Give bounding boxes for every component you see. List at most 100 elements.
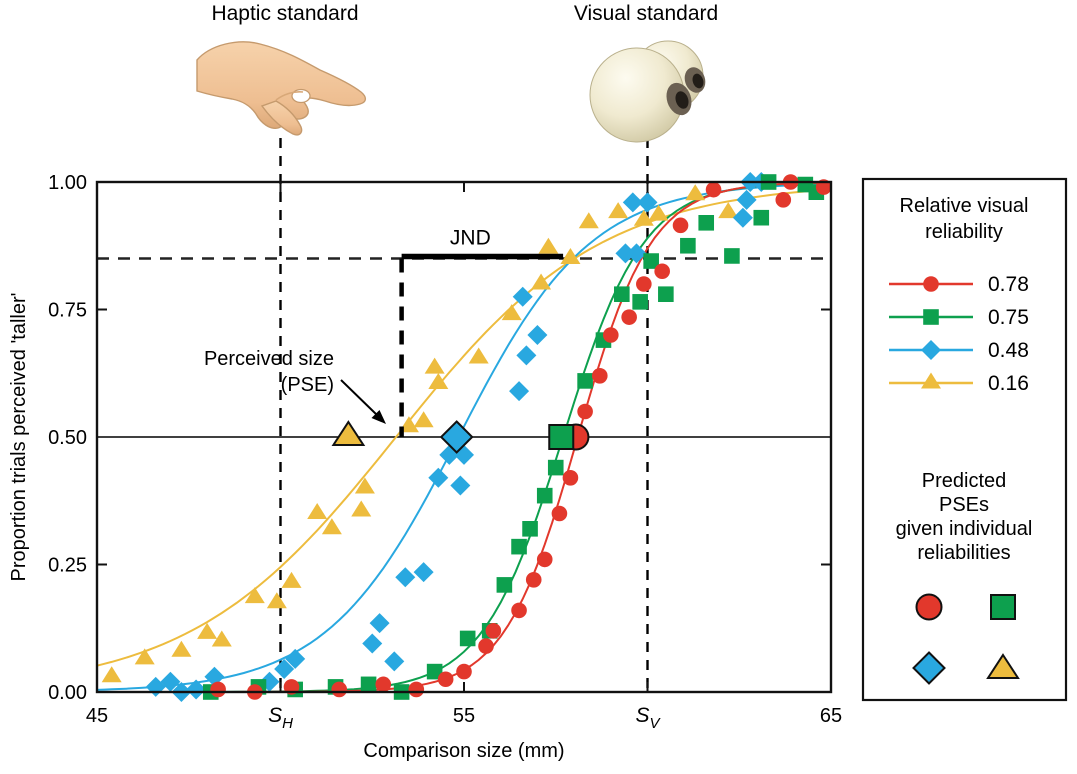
point-reliability-0.48 [626,243,647,264]
point-reliability-0.16 [307,503,328,519]
point-reliability-0.48 [369,613,390,634]
legend-series-list: 0.78 0.75 0.48 0.16 [889,273,1029,395]
point-reliability-0.78 [621,309,637,325]
point-reliability-0.48 [384,651,405,672]
point-reliability-0.75 [547,459,564,476]
legend-predicted-triangle [986,653,1020,679]
point-reliability-0.75 [426,663,443,680]
point-reliability-0.16 [354,477,375,494]
point-reliability-0.16 [398,416,419,433]
axis-tick-labels: 0.00 0.25 0.50 0.75 1.00 45 55 65 SH SV [48,172,842,732]
legend-predicted-title-line: reliabilities [917,542,1010,564]
point-reliability-0.16 [101,666,122,683]
point-reliability-0.75 [680,237,696,254]
point-reliability-0.75 [614,286,630,302]
pse-annotation-arrow-line [340,379,378,416]
point-reliability-0.78 [636,276,652,292]
predicted-pse-triangle [331,420,366,446]
point-reliability-0.48 [516,345,537,366]
point-reliability-0.78 [536,551,553,568]
legend-predicted-title-line: given individual [896,518,1033,540]
point-reliability-0.75 [459,630,476,647]
point-reliability-0.16 [211,630,232,647]
point-reliability-0.78 [478,638,494,654]
point-reliability-0.48 [637,192,658,213]
haptic-standard-tick-label: SH [268,704,293,732]
point-reliability-0.78 [705,181,722,198]
pse-annotation-arrowhead [371,410,386,424]
point-reliability-0.16 [501,304,522,321]
visual-standard-label: Visual standard [574,2,718,25]
point-reliability-0.16 [578,212,599,229]
point-reliability-0.48 [450,475,471,496]
point-reliability-0.78 [591,368,608,384]
x-tick-label: 55 [453,705,475,727]
jnd-label: JND [450,227,491,250]
predicted-pse-square [548,424,575,450]
point-reliability-0.75 [643,253,659,269]
jnd-group: JND [399,227,564,437]
point-reliability-0.78 [551,505,568,522]
point-reliability-0.78 [408,681,425,698]
y-tick-label: 0.75 [48,300,87,322]
visual-standard-tick-label: SV [635,704,661,732]
legend-reliability-title: Relative visual reliability [900,195,1029,243]
axis-ticks [97,182,831,692]
pse-annotation-line1: Perceived size [204,348,334,370]
legend-marker-square [923,309,939,325]
point-reliability-0.78 [210,681,226,698]
point-reliability-0.75 [658,286,674,302]
point-reliability-0.48 [732,207,753,228]
point-reliability-0.78 [525,572,542,588]
legend-marker-diamond [921,340,941,360]
point-reliability-0.48 [622,192,643,213]
point-reliability-0.75 [522,521,538,537]
x-tick-label: 45 [86,705,108,727]
legend-predicted-square [990,594,1016,620]
legend-value: 0.75 [988,306,1029,329]
point-reliability-0.48 [204,666,225,687]
point-reliability-0.16 [281,571,302,588]
point-reliability-0.16 [538,237,559,254]
point-reliability-0.78 [562,470,579,486]
point-reliability-0.78 [672,217,689,234]
point-reliability-0.75 [536,487,553,504]
point-reliability-0.75 [698,215,715,231]
legend-title-line: reliability [925,221,1003,243]
point-reliability-0.48 [160,671,181,692]
legend-value: 0.16 [988,372,1029,395]
point-reliability-0.78 [577,403,593,420]
legend-value: 0.48 [988,339,1029,362]
point-reliability-0.16 [351,500,372,517]
point-reliability-0.78 [603,327,619,343]
scatter [101,172,832,702]
point-reliability-0.75 [753,209,770,226]
y-tick-label: 0.00 [48,682,87,704]
point-reliability-0.78 [456,663,472,680]
curve-reliability-0.16 [96,188,832,667]
point-reliability-0.16 [197,622,218,639]
predicted-pse-diamond [439,420,474,454]
point-reliability-0.78 [511,602,527,619]
eyes-illustration [589,40,706,143]
point-reliability-0.78 [485,623,502,639]
point-reliability-0.48 [274,659,295,680]
point-reliability-0.16 [413,411,434,428]
x-axis-title: Comparison size (mm) [363,740,564,762]
point-reliability-0.16 [244,587,265,604]
hand-illustration [196,41,367,136]
point-reliability-0.16 [560,248,581,264]
predicted-pse-markers [331,420,590,454]
point-reliability-0.48 [509,381,530,402]
point-reliability-0.78 [775,192,792,208]
point-reliability-0.48 [736,189,757,210]
point-reliability-0.16 [134,648,155,665]
pse-annotation-line2: (PSE) [281,374,334,396]
y-tick-label: 0.50 [48,427,87,449]
point-reliability-0.16 [633,209,654,226]
legend-predicted-diamond [912,651,946,685]
point-reliability-0.48 [615,243,636,264]
legend-predicted-title-line: Predicted [922,470,1007,492]
point-reliability-0.48 [186,679,207,700]
